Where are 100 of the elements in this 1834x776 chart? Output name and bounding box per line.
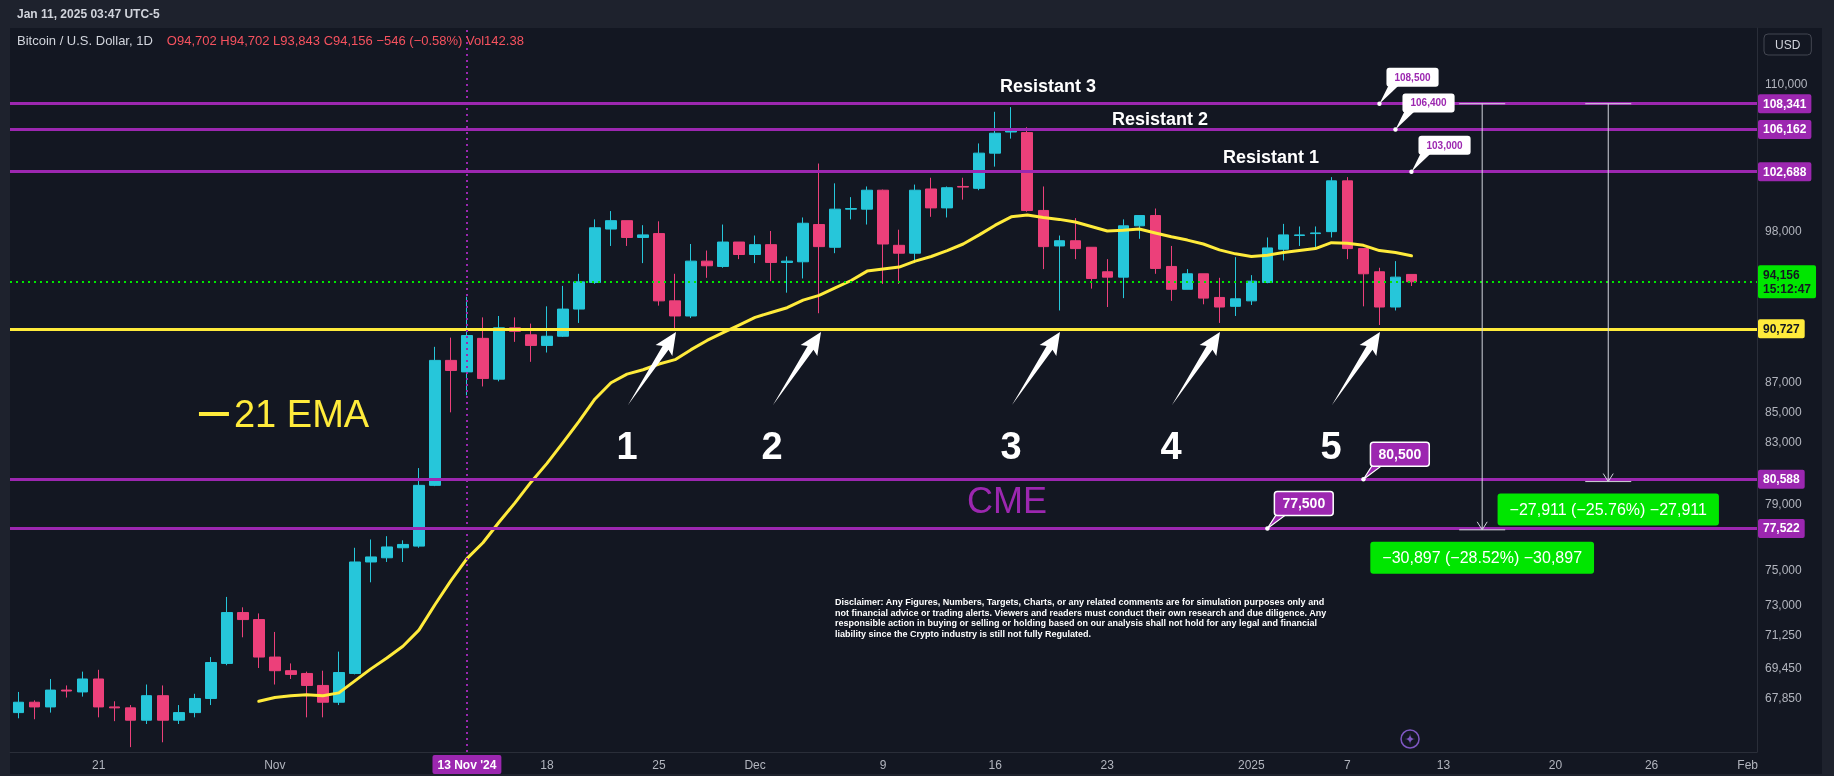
candlestick <box>125 704 136 748</box>
annotation: Resistant 2 <box>1111 109 1209 129</box>
x-tick-label: Dec <box>744 758 766 772</box>
candlestick <box>605 210 617 247</box>
candlestick <box>1134 215 1145 240</box>
candlestick <box>1342 176 1353 260</box>
candlestick <box>1054 235 1065 311</box>
ref-line-label: 77,522 <box>1763 521 1801 536</box>
candlestick <box>189 693 201 718</box>
candlestick <box>637 224 649 264</box>
candlestick <box>925 177 937 218</box>
candlestick <box>109 700 120 722</box>
annotation: Disclaimer: Any Figures, Numbers, Targets, Charts, or any related comments are for simulation purposes only and not financial advice or trading alerts. Viewers and readers must conduct their own research and due diligence. Any responsible action in buying or selling or holding based on our analysis shall not hold for any legal and financial liability since the Crypto industry is still not fully Regulated. <box>835 597 1327 639</box>
candlestick <box>445 337 457 413</box>
candlestick <box>141 684 152 725</box>
candlestick <box>861 185 873 226</box>
annotation: 77,500 <box>1282 495 1326 512</box>
candlestick <box>1150 208 1161 275</box>
x-tick-label: 2025 <box>1238 758 1266 772</box>
x-tick-label: 16 <box>988 758 1003 772</box>
candlestick <box>733 241 745 260</box>
candlestick <box>1038 185 1049 270</box>
candlestick <box>269 631 281 686</box>
x-tick-label: 18 <box>540 758 554 772</box>
candlestick <box>589 218 601 285</box>
candlestick <box>221 596 233 666</box>
y-tick-label: 79,000 <box>1765 497 1803 512</box>
y-tick-label: 83,000 <box>1765 434 1803 449</box>
candlestick <box>1182 268 1193 290</box>
candlestick <box>29 699 40 720</box>
x-tick-label: Nov <box>264 758 286 772</box>
candlestick <box>493 315 505 382</box>
candlestick <box>429 346 441 487</box>
candlestick <box>749 235 761 264</box>
y-tick-label: 73,000 <box>1765 597 1803 612</box>
annotation: 103,000 <box>1426 139 1464 151</box>
candlestick <box>237 606 249 638</box>
candlestick <box>989 111 1001 168</box>
candlestick <box>701 250 713 279</box>
annotation: Resistant 1 <box>1222 146 1320 167</box>
candlestick <box>1118 218 1129 299</box>
candlestick <box>717 224 729 269</box>
candlestick <box>1021 126 1033 213</box>
candlestick <box>893 229 905 285</box>
x-tick-label: 21 <box>92 758 106 772</box>
candlestick <box>941 185 953 218</box>
y-tick-label: 71,250 <box>1765 628 1803 643</box>
candlestick <box>1166 245 1177 302</box>
candlestick <box>1198 273 1209 305</box>
candlestick <box>461 296 473 396</box>
candlestick <box>13 691 24 719</box>
chart-title: Bitcoin / U.S. Dollar, 1D <box>17 32 153 48</box>
candlestick <box>1358 248 1369 307</box>
candlestick <box>381 535 393 563</box>
annotation: Resistant 3 <box>999 76 1097 96</box>
candlestick <box>1102 258 1113 308</box>
ref-line-label: 80,588 <box>1763 472 1801 487</box>
annotation: 4 <box>1160 425 1182 467</box>
annotation: 2 <box>761 425 783 467</box>
annotation: −30,897 (−28.52%) −30,897 <box>1382 549 1583 567</box>
y-tick-label: 69,450 <box>1765 660 1803 675</box>
candlestick <box>557 285 569 338</box>
chart-subtitle: O94,702 H94,702 L93,843 C94,156 −546 (−0.58%) Vol142.38 <box>166 32 524 48</box>
y-axis-title: USD <box>1775 37 1801 52</box>
candlestick <box>1374 267 1385 326</box>
candlestick <box>877 189 889 285</box>
candlestick <box>45 678 56 714</box>
ref-line-label: 13 Nov '24 <box>437 758 497 772</box>
y-tick-label: 87,000 <box>1765 375 1803 390</box>
candlestick <box>1086 246 1097 290</box>
x-tick-label: 9 <box>879 758 887 772</box>
annotation: 3 <box>1000 425 1022 467</box>
candlestick <box>1214 277 1225 324</box>
candlestick <box>1390 260 1401 311</box>
candlestick <box>845 196 857 220</box>
candlestick <box>957 177 969 201</box>
ref-line-label: 106,162 <box>1763 122 1807 137</box>
annotation: 1 <box>616 425 638 467</box>
legend-label: 21 EMA <box>233 393 370 435</box>
candlestick <box>253 612 265 669</box>
candlestick <box>301 671 313 718</box>
candlestick <box>973 142 985 191</box>
ref-line-label: 102,688 <box>1763 164 1807 179</box>
y-tick-label: 110,000 <box>1765 77 1808 92</box>
candlestick <box>685 243 697 319</box>
annotation: 108,500 <box>1394 71 1432 83</box>
y-tick-label: 75,000 <box>1765 563 1803 578</box>
annotation: CME <box>967 479 1047 521</box>
candlestick <box>781 255 793 294</box>
candlestick <box>1278 223 1289 261</box>
x-tick-label: 25 <box>652 758 667 772</box>
candlestick <box>797 216 809 279</box>
candlestick <box>653 220 665 307</box>
candlestick <box>365 538 377 583</box>
candlestick <box>1070 217 1081 260</box>
candlestick <box>669 273 681 331</box>
ref-line-label: 90,727 <box>1763 321 1801 336</box>
annotation: 5 <box>1320 425 1342 467</box>
candlestick <box>413 467 425 549</box>
candlestick <box>93 669 104 718</box>
